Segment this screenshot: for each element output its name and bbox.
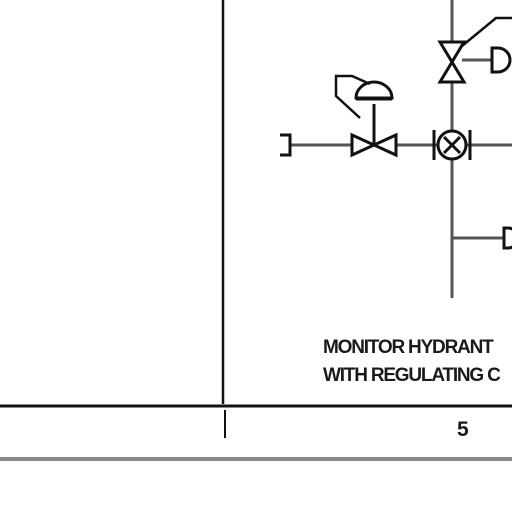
symbol-set <box>280 16 512 250</box>
title-block-column-number: 5 <box>457 418 469 441</box>
diaphragm-actuator-icon <box>354 80 394 101</box>
flow-indicator-icon <box>432 129 472 161</box>
pilot-sensing-line <box>334 74 371 119</box>
caption-line-2: WITH REGULATING C <box>323 365 501 386</box>
diaphragm-actuator-icon <box>490 46 512 74</box>
drawing-frame <box>0 0 512 461</box>
pipe-cap-icon <box>502 226 512 250</box>
gate-valve-icon <box>437 40 467 84</box>
caption-line-1: MONITOR HYDRANT <box>323 337 494 358</box>
control-valve-icon <box>350 104 398 158</box>
hose-connection-icon <box>280 133 292 157</box>
sensing-line <box>461 16 512 47</box>
pipe-network <box>290 0 512 298</box>
